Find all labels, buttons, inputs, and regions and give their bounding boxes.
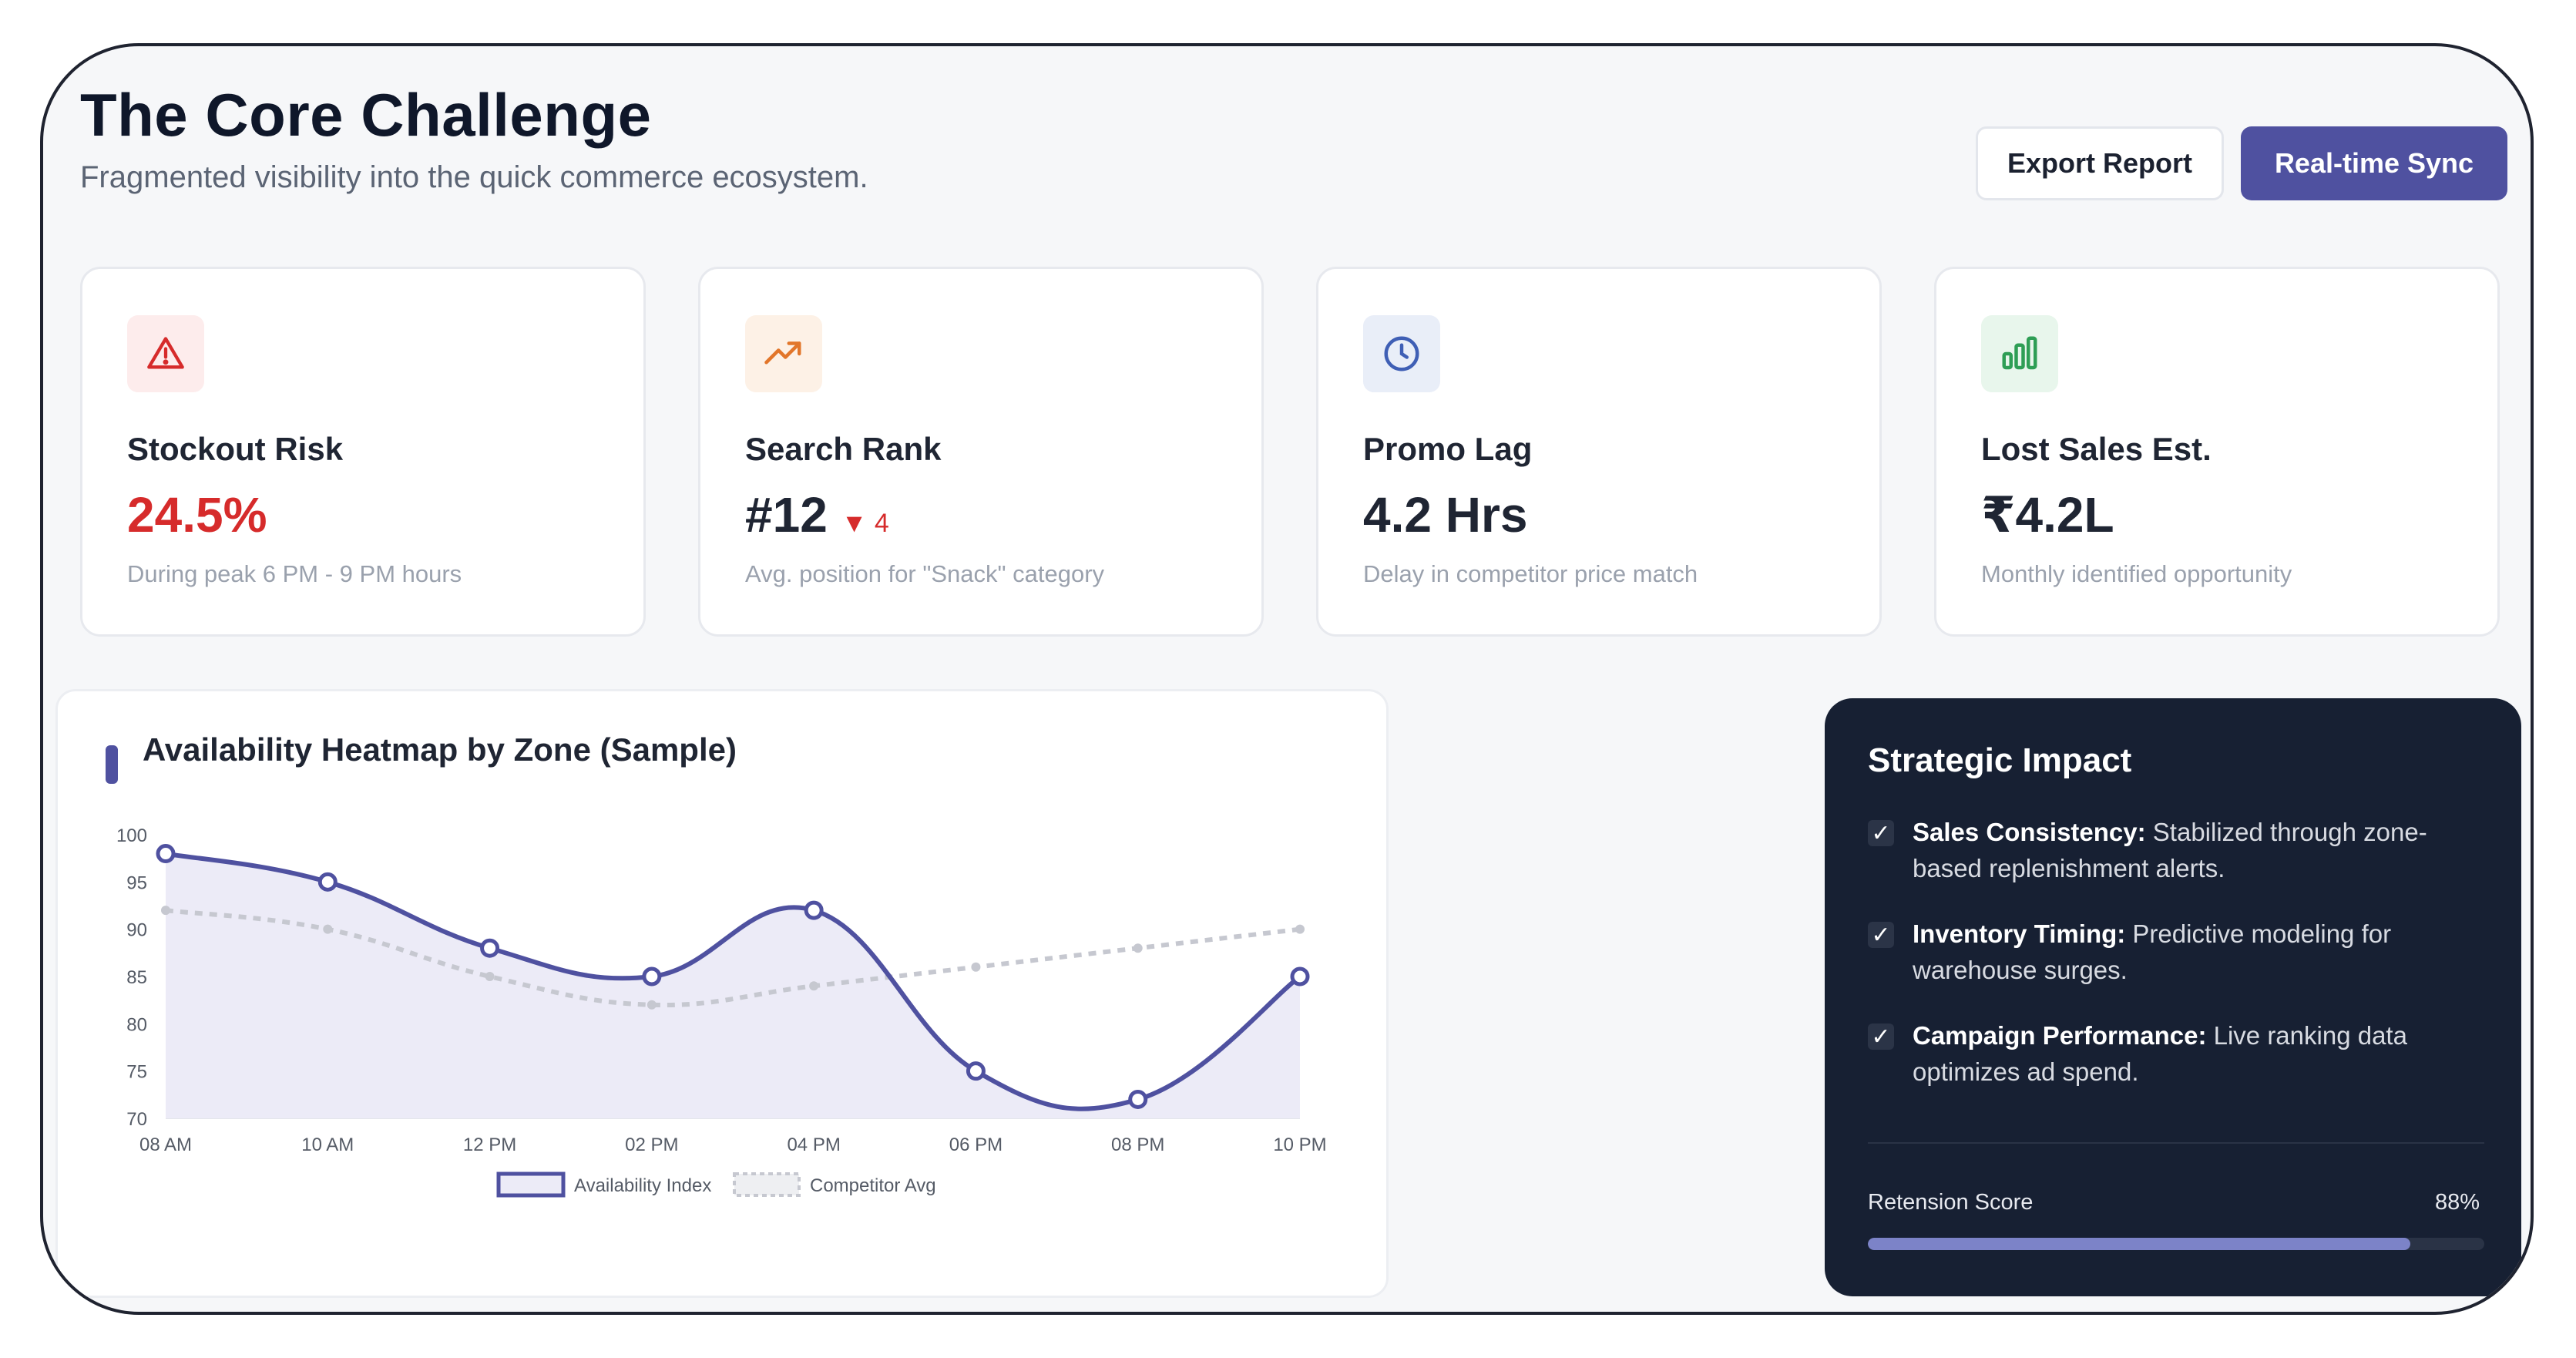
availability-index-line	[165, 851, 1301, 1111]
kpi-card-search-rank: Search Rank #12 ▼ 4 Avg. position for "Sn…	[698, 267, 1264, 637]
retention-progress-track	[1868, 1238, 2484, 1250]
impact-item-body: Stabilized through zone-based replenishm…	[1913, 818, 2427, 882]
impact-title: Strategic Impact	[1868, 741, 2132, 779]
x-tick-label: 02 PM	[625, 1134, 678, 1155]
impact-item-heading: Campaign Performance:	[1913, 1021, 2207, 1050]
kpi-subtext: Avg. position for "Snack" category	[745, 560, 1105, 587]
availability-point	[1128, 1089, 1148, 1109]
y-tick-label: 70	[126, 1109, 147, 1130]
x-tick-label: 10 PM	[1273, 1134, 1326, 1155]
y-tick-label: 80	[126, 1014, 147, 1035]
y-tick-label: 85	[126, 967, 147, 988]
competitor-point	[647, 1000, 657, 1010]
y-tick-label: 75	[126, 1062, 147, 1083]
divider	[1868, 1142, 2484, 1144]
chart-title-accent	[106, 745, 118, 784]
realtime-sync-button[interactable]: Real-time Sync	[2241, 126, 2507, 200]
chart-title: Availability Heatmap by Zone (Sample)	[143, 731, 737, 768]
x-tick-label: 08 AM	[139, 1134, 192, 1155]
page-title: The Core Challenge	[80, 81, 652, 149]
kpi-value: 4.2 Hrs	[1363, 487, 1528, 543]
legend-swatch-availability	[496, 1171, 566, 1198]
competitor-point	[323, 924, 333, 934]
availability-point	[156, 844, 176, 864]
availability-point	[317, 872, 338, 892]
competitor-point	[809, 981, 819, 991]
availability-point	[804, 900, 824, 920]
dashboard-frame: The Core Challenge Fragmented visibility…	[40, 43, 2534, 1315]
competitor-point	[161, 906, 170, 916]
impact-item: ✓ Inventory Timing: Predictive modeling …	[1868, 916, 2484, 988]
kpi-value-text: #12	[745, 487, 828, 543]
retention-score-label: Retension Score	[1868, 1190, 2034, 1215]
checkbox-icon: ✓	[1868, 820, 1894, 847]
x-tick-label: 06 PM	[949, 1134, 1003, 1155]
impact-item-body: Live ranking data optimizes ad spend.	[1913, 1021, 2407, 1086]
kpi-subtext: Delay in competitor price match	[1363, 560, 1698, 587]
export-report-button[interactable]: Export Report	[1976, 126, 2224, 200]
kpi-subtext: During peak 6 PM - 9 PM hours	[127, 560, 462, 587]
page-subtitle: Fragmented visibility into the quick com…	[80, 160, 868, 194]
strategic-impact-panel: Strategic Impact ✓ Sales Consistency: St…	[1825, 698, 2521, 1296]
x-tick-label: 12 PM	[463, 1134, 516, 1155]
kpi-value: 24.5%	[127, 487, 267, 543]
availability-point	[480, 938, 500, 958]
availability-area	[166, 853, 1300, 1118]
legend-label-availability: Availability Index	[574, 1175, 711, 1196]
kpi-label: Lost Sales Est.	[1981, 431, 2212, 467]
availability-chart-card: Availability Heatmap by Zone (Sample) 10…	[55, 689, 1389, 1298]
competitor-avg-line	[165, 908, 1301, 1008]
bar-chart-icon	[1981, 315, 2058, 392]
impact-item-heading: Inventory Timing:	[1913, 919, 2126, 948]
y-tick-label: 95	[126, 872, 147, 893]
availability-line-chart: 100 95 90 85 80 75 70 08 AM 10 AM 12 PM 02 PM 04 PM…	[116, 825, 1327, 1198]
kpi-value: #12 ▼ 4	[745, 486, 889, 543]
availability-point	[642, 966, 662, 987]
competitor-point	[1295, 924, 1305, 934]
kpi-label: Promo Lag	[1363, 431, 1533, 467]
impact-item-heading: Sales Consistency:	[1913, 818, 2146, 846]
availability-point	[966, 1061, 986, 1081]
x-tick-label: 04 PM	[787, 1134, 840, 1155]
checkbox-icon: ✓	[1868, 1024, 1894, 1050]
kpi-label: Search Rank	[745, 431, 942, 467]
retention-score-value: 88%	[2434, 1190, 2480, 1215]
x-tick-label: 08 PM	[1111, 1134, 1164, 1155]
kpi-label: Stockout Risk	[127, 431, 344, 467]
y-tick-label: 90	[126, 920, 147, 941]
competitor-point	[971, 962, 981, 972]
retention-progress-fill	[1868, 1238, 2410, 1250]
kpi-card-lost-sales: Lost Sales Est. ₹4.2L Monthly identified…	[1934, 267, 2500, 637]
legend-swatch-competitor	[733, 1172, 801, 1197]
impact-item: ✓ Sales Consistency: Stabilized through …	[1868, 814, 2484, 886]
checkbox-icon: ✓	[1868, 922, 1894, 949]
kpi-card-promo-lag: Promo Lag 4.2 Hrs Delay in competitor pr…	[1316, 267, 1882, 637]
legend-label-competitor: Competitor Avg	[810, 1175, 936, 1196]
kpi-value: ₹4.2L	[1981, 487, 2114, 543]
warning-triangle-icon	[127, 315, 204, 392]
kpi-subtext: Monthly identified opportunity	[1981, 560, 2292, 587]
competitor-point	[485, 972, 495, 981]
trending-up-icon	[745, 315, 822, 392]
y-tick-label: 100	[116, 825, 147, 846]
clock-icon	[1363, 315, 1440, 392]
kpi-card-stockout-risk: Stockout Risk 24.5% During peak 6 PM - 9…	[80, 267, 646, 637]
rank-change-indicator: ▼ 4	[841, 509, 889, 538]
x-tick-label: 10 AM	[301, 1134, 354, 1155]
impact-item-body: Predictive modeling for warehouse surges…	[1913, 919, 2392, 984]
impact-item: ✓ Campaign Performance: Live ranking dat…	[1868, 1017, 2484, 1090]
availability-point	[1290, 966, 1310, 987]
competitor-point	[1133, 943, 1143, 953]
